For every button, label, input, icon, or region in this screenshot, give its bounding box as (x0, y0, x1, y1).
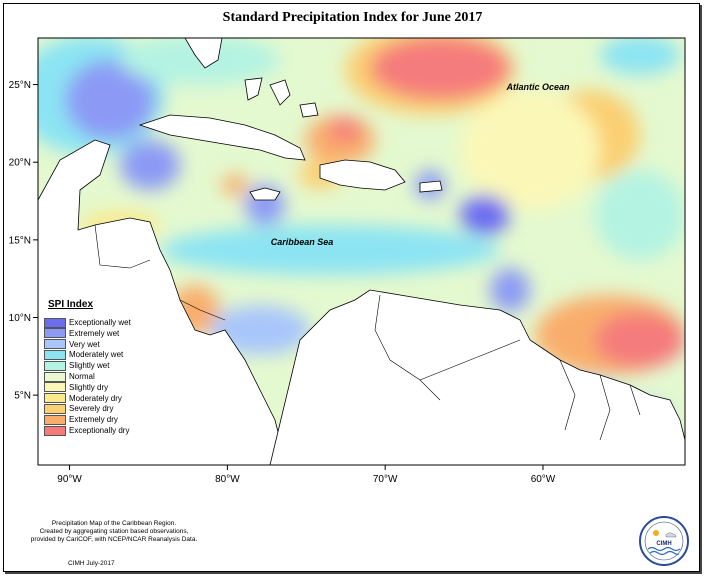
land-masses (38, 38, 685, 465)
atlantic-ocean-label: Atlantic Ocean (505, 82, 570, 92)
legend-swatch (44, 349, 66, 360)
legend-item: Severely dry (44, 403, 113, 414)
legend-swatch (44, 403, 66, 414)
legend-item: Slightly wet (44, 360, 109, 371)
legend-label: Exceptionally dry (69, 426, 130, 435)
legend-swatch (44, 371, 66, 382)
logo-text: CIMH (656, 541, 671, 547)
caribbean-sea-label: Caribbean Sea (271, 237, 334, 247)
legend-item: Extremely dry (44, 414, 118, 425)
legend-swatch (44, 339, 66, 350)
legend-item: Slightly dry (44, 382, 108, 393)
legend-label: Very wet (69, 339, 100, 349)
lon-tick-label: 90°W (57, 474, 82, 485)
legend-label: Extremely wet (69, 328, 120, 338)
legend-swatch (44, 393, 66, 404)
legend-label: Normal (69, 372, 95, 381)
legend-swatch (44, 414, 66, 425)
page-title: Standard Precipitation Index for June 20… (222, 10, 483, 25)
lat-tick-label: 10°N (9, 313, 31, 324)
legend-label: Extremely dry (69, 415, 118, 425)
legend-label: Slightly wet (69, 361, 110, 371)
country-borders (94, 224, 641, 441)
credit-line-3: provided by CariCOF, with NCEP/NCAR Rean… (30, 536, 198, 543)
credit-text: Precipitation Map of the Caribbean Regio… (14, 520, 214, 544)
cimh-logo-icon: CIMH (639, 516, 689, 566)
legend-item: Moderately dry (44, 393, 122, 404)
lon-tick-label: 60°W (531, 474, 556, 485)
map-border (37, 37, 686, 466)
legend-item: Moderately wet (44, 349, 123, 360)
legend-item: Exceptionally dry (44, 425, 129, 436)
lat-tick-label: 25°N (9, 80, 31, 91)
legend-label: Slightly dry (69, 382, 109, 392)
lat-tick-label: 15°N (9, 235, 31, 246)
spi-color-field (38, 38, 685, 440)
lat-tick-label: 20°N (9, 158, 31, 169)
legend-item: Normal (44, 371, 95, 382)
legend-item: Exceptionally wet (44, 317, 131, 328)
legend-label: Severely dry (69, 404, 114, 414)
legend-label: Moderately dry (69, 393, 122, 403)
legend-swatch (44, 328, 66, 339)
legend-swatch (44, 382, 66, 393)
legend-swatch (44, 360, 66, 371)
lon-tick-label: 70°W (373, 474, 398, 485)
lat-tick-label: 5°N (14, 391, 31, 402)
credit-line-2: Created by aggregating station based obs… (39, 528, 189, 535)
legend-swatch (44, 317, 66, 328)
legend-swatch (44, 425, 66, 436)
lon-tick-label: 80°W (215, 474, 240, 485)
legend-label: Exceptionally wet (69, 318, 131, 327)
legend-item: Very wet (44, 339, 100, 350)
credit-line-1: Precipitation Map of the Caribbean Regio… (51, 520, 177, 527)
credit-date: CIMH July-2017 (68, 560, 115, 567)
legend-title: SPI Index (48, 299, 94, 310)
legend-label: Moderately wet (69, 350, 124, 360)
legend-item: Extremely wet (44, 328, 119, 339)
axis-ticks: 90°W 80°W 70°W 60°W 25°N 20°N 15°N 10°N 5°N (9, 80, 556, 485)
